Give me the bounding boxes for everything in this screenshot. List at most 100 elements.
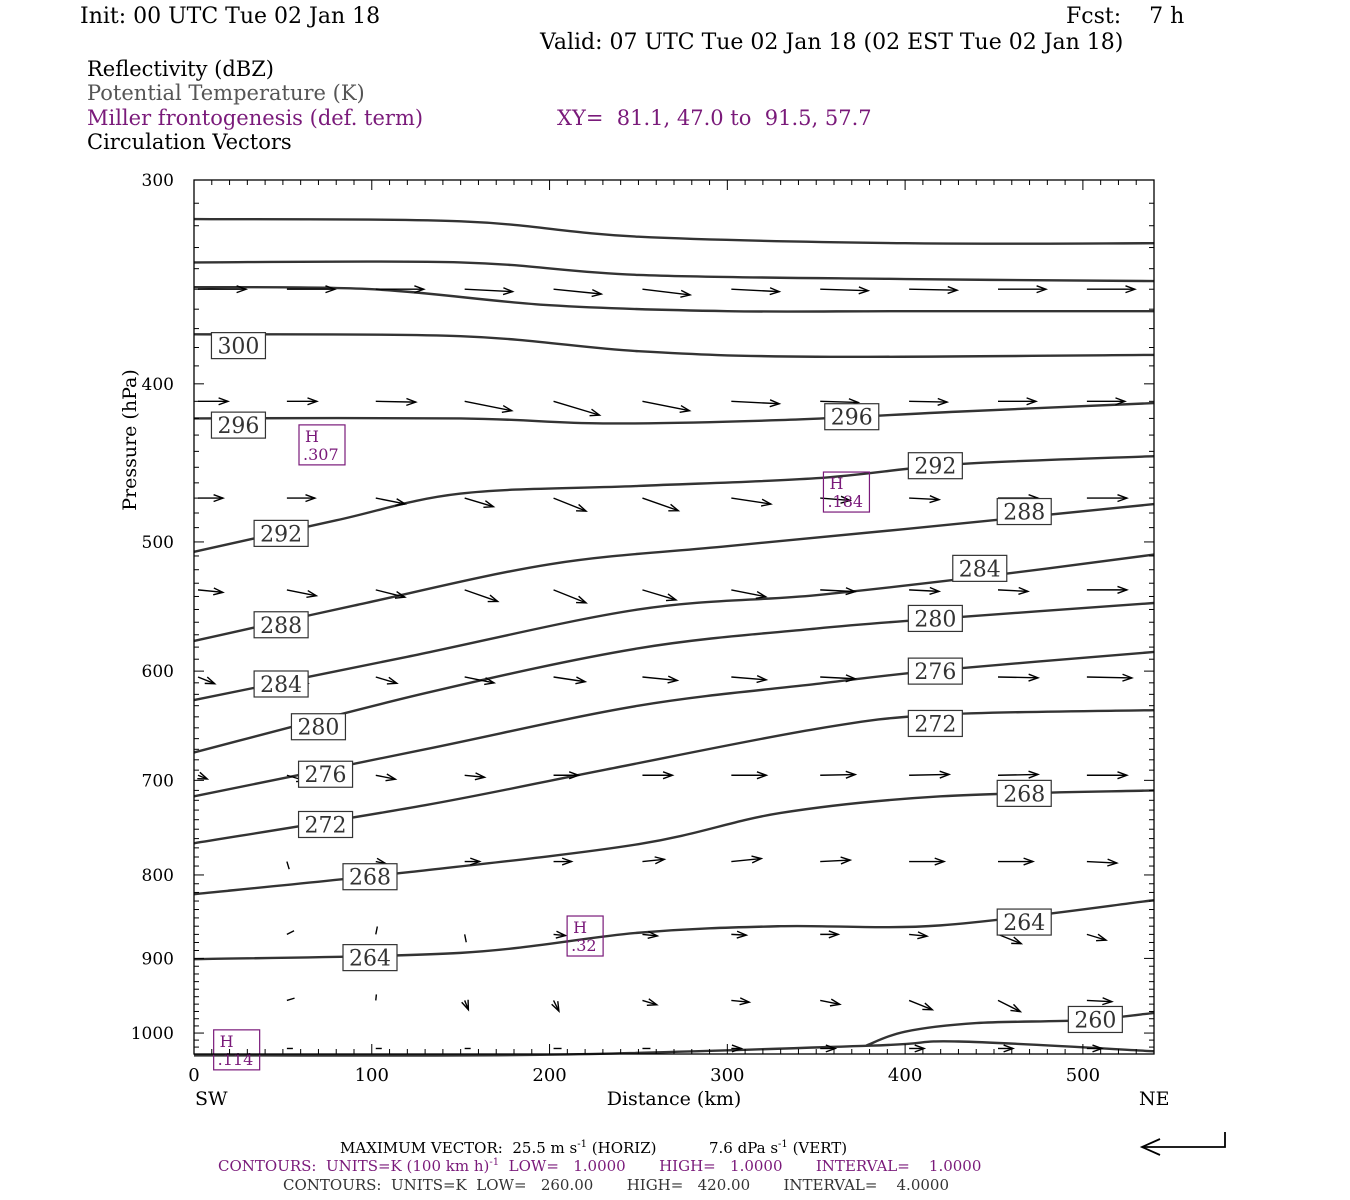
contour-label-276-box bbox=[297, 760, 354, 788]
circulation-vector bbox=[461, 999, 470, 1012]
circulation-vector bbox=[553, 497, 588, 512]
contour-label-272-box bbox=[297, 810, 354, 839]
contour-label-300-box bbox=[210, 332, 267, 360]
vector-shaft bbox=[553, 497, 587, 512]
vector-shaft bbox=[286, 861, 290, 870]
contour-label-276-box bbox=[907, 657, 963, 685]
vector-shaft bbox=[642, 676, 678, 682]
theta-contour-line bbox=[193, 217, 1155, 245]
contours-frontogenesis-line: CONTOURS: UNITS=K (100 km h)-1 LOW= 1.00… bbox=[218, 1157, 981, 1175]
vector-shaft bbox=[997, 999, 1021, 1013]
valid-time: Valid: 07 UTC Tue 02 Jan 18 (02 EST Tue … bbox=[540, 30, 1124, 55]
reference-vector-arrow bbox=[1139, 1132, 1226, 1156]
vector-shaft bbox=[820, 773, 856, 776]
vector-head bbox=[769, 399, 782, 408]
circulation-vector bbox=[553, 288, 604, 298]
frontogenesis-max: H.184 bbox=[822, 471, 871, 513]
circulation-vector bbox=[642, 856, 667, 865]
vector-head bbox=[386, 676, 399, 685]
theta-contour-276 bbox=[193, 650, 1155, 798]
circulation-vector bbox=[820, 587, 858, 596]
contour-label-272: 272 bbox=[914, 712, 956, 737]
circulation-vector bbox=[197, 771, 210, 780]
contour-label-292: 292 bbox=[260, 522, 302, 547]
max-vector-label: MAXIMUM VECTOR: bbox=[340, 1139, 503, 1157]
circulation-vector bbox=[375, 926, 379, 935]
theta-contour-288 bbox=[193, 502, 1155, 643]
circulation-vector bbox=[286, 285, 337, 294]
vector-head bbox=[1115, 397, 1127, 406]
vector-head bbox=[828, 930, 841, 939]
circulation-vector bbox=[731, 930, 749, 939]
vector-head bbox=[484, 677, 497, 686]
frontogenesis-max: H.114 bbox=[213, 1029, 261, 1071]
x-tick-label: 0 bbox=[188, 1065, 199, 1086]
vector-head bbox=[840, 856, 853, 865]
circulation-vector bbox=[553, 589, 588, 604]
theta-contour-line bbox=[193, 260, 1155, 283]
frontogenesis-max: H.32 bbox=[566, 915, 604, 957]
contour-label-264: 264 bbox=[1003, 911, 1045, 936]
circulation-vector bbox=[642, 675, 680, 684]
circulation-vector bbox=[464, 287, 515, 296]
vector-shaft bbox=[553, 400, 600, 416]
vector-shaft bbox=[820, 288, 869, 292]
vector-head bbox=[667, 675, 680, 684]
circulation-vector bbox=[464, 400, 514, 413]
y-axis-label: Pressure (hPa) bbox=[119, 369, 141, 511]
frontogenesis-max-box bbox=[822, 471, 871, 513]
x-end-label-right: NE bbox=[1139, 1088, 1170, 1110]
vector-shaft bbox=[286, 589, 317, 597]
frontogenesis-max-value: .114 bbox=[218, 1050, 254, 1069]
vector-head bbox=[1117, 494, 1129, 503]
vector-head bbox=[551, 1001, 560, 1013]
vector-shaft bbox=[464, 288, 513, 293]
vector-shaft bbox=[197, 676, 215, 685]
circulation-vector bbox=[642, 400, 692, 413]
contour-label-288: 288 bbox=[1003, 501, 1045, 526]
vector-head bbox=[213, 494, 226, 503]
vector-shaft bbox=[1086, 860, 1117, 864]
vector-shaft bbox=[464, 400, 512, 412]
frontogenesis-max-label: H bbox=[829, 474, 843, 493]
vector-head bbox=[470, 857, 482, 866]
x-axis-label: Distance (km) bbox=[607, 1088, 742, 1110]
circulation-vector bbox=[642, 497, 681, 512]
vector-head bbox=[751, 855, 764, 864]
x-tick-label: 500 bbox=[1066, 1065, 1100, 1086]
contour-label-264: 264 bbox=[349, 947, 391, 972]
vector-shaft bbox=[997, 589, 1028, 593]
vector-head bbox=[561, 857, 574, 866]
vector-head bbox=[769, 287, 782, 296]
theta-contour-280 bbox=[193, 601, 1155, 754]
circulation-vector bbox=[820, 856, 853, 865]
vector-head bbox=[307, 397, 319, 406]
vector-head bbox=[1026, 397, 1039, 406]
vector-head bbox=[922, 1002, 935, 1011]
vector-head bbox=[937, 397, 950, 406]
circulation-vector bbox=[997, 770, 1041, 779]
circulation-vector bbox=[997, 586, 1031, 595]
circulation-vector bbox=[642, 771, 675, 780]
vector-head bbox=[845, 674, 858, 683]
vector-head bbox=[736, 930, 749, 939]
circulation-vector bbox=[820, 1044, 838, 1053]
vector-head bbox=[917, 931, 930, 940]
circulation-vector bbox=[731, 997, 752, 1006]
y-tick-label: 800 bbox=[142, 866, 174, 886]
circulation-vector bbox=[553, 857, 574, 866]
vector-shaft bbox=[820, 859, 851, 863]
vector-shaft bbox=[375, 400, 416, 403]
vector-head bbox=[1010, 1003, 1023, 1013]
vector-shaft bbox=[375, 994, 378, 1001]
vector-shaft bbox=[731, 933, 747, 936]
vector-shaft bbox=[997, 933, 1022, 945]
vector-shaft bbox=[820, 676, 856, 680]
vector-head bbox=[395, 498, 408, 507]
contour-label-264-box bbox=[342, 944, 398, 972]
y-tick-label: 700 bbox=[142, 771, 174, 791]
contour-label-288: 288 bbox=[260, 614, 302, 639]
vector-head bbox=[461, 999, 470, 1012]
contour-label-280: 280 bbox=[914, 607, 956, 632]
